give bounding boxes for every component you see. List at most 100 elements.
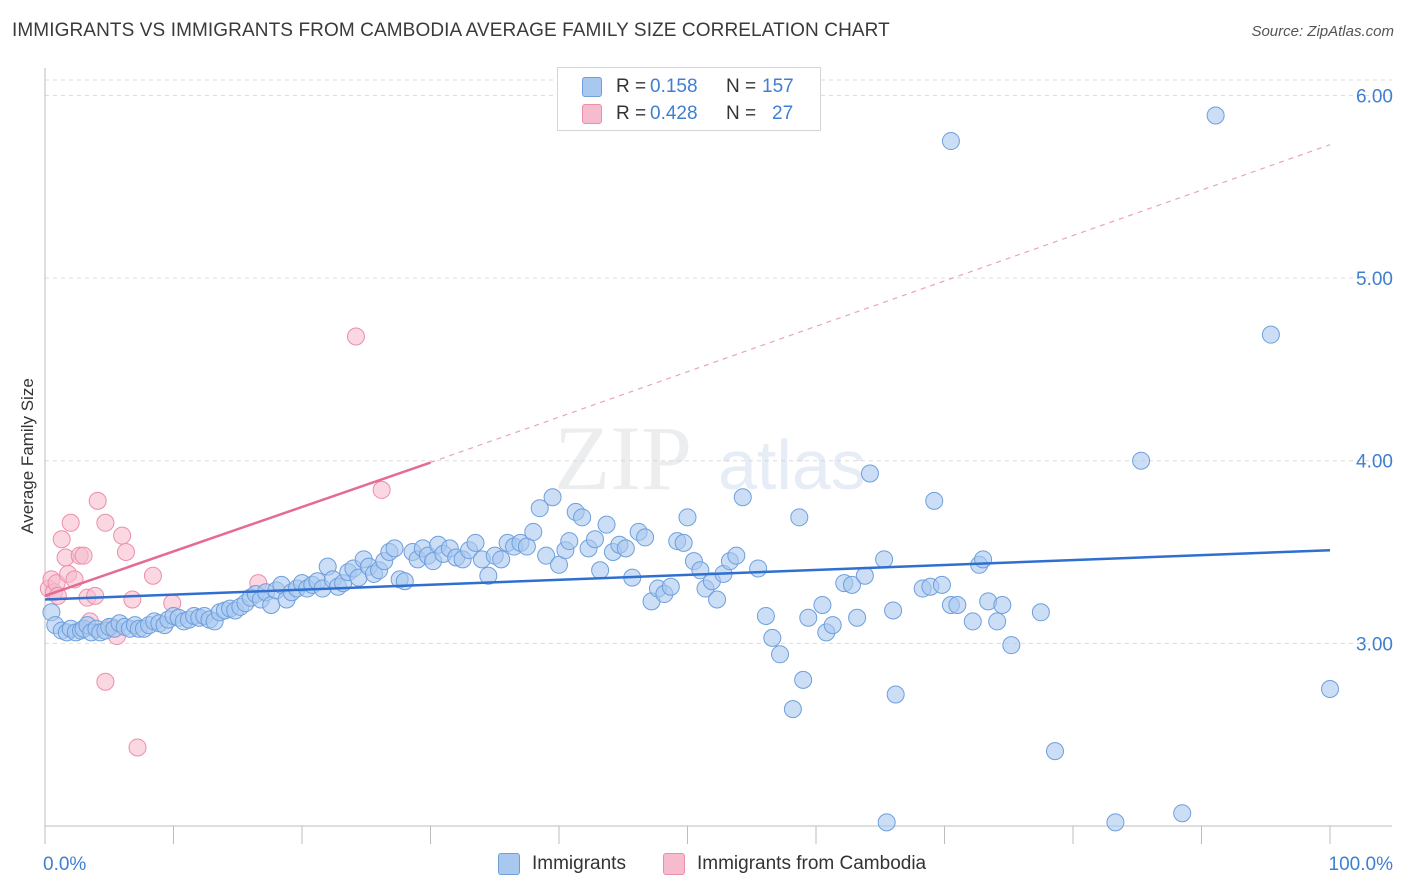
cambodia-points bbox=[39, 327, 391, 757]
cambodia-point bbox=[346, 327, 365, 346]
immigrants-point bbox=[1261, 325, 1280, 344]
legend-label-cambodia: Immigrants from Cambodia bbox=[697, 853, 927, 874]
immigrants-point bbox=[771, 645, 790, 664]
immigrants-points bbox=[42, 106, 1339, 832]
immigrants-point bbox=[678, 508, 697, 527]
legend-label-immigrants: Immigrants bbox=[532, 853, 626, 874]
r-value: 0.428 bbox=[650, 103, 698, 124]
cambodia-point bbox=[96, 672, 115, 691]
immigrants-point bbox=[948, 595, 967, 614]
r-label: R = bbox=[616, 76, 647, 97]
n-value: 27 bbox=[772, 103, 794, 124]
axes bbox=[44, 68, 1392, 844]
immigrants-point bbox=[636, 528, 655, 547]
cambodia-point bbox=[52, 530, 71, 549]
immigrants-point bbox=[479, 566, 498, 585]
y-tick-label: 6.00 bbox=[1356, 86, 1393, 107]
chart-title: IMMIGRANTS VS IMMIGRANTS FROM CAMBODIA A… bbox=[12, 20, 890, 41]
grid-lines bbox=[45, 79, 1392, 644]
immigrants-point bbox=[842, 575, 861, 594]
n-label: N = bbox=[726, 103, 757, 124]
immigrants-point bbox=[877, 813, 896, 832]
cambodia-point bbox=[113, 526, 132, 545]
cambodia-point bbox=[128, 738, 147, 757]
stats-legend-box: R = 0.158 N = 157 R = 0.428 N = 27 bbox=[557, 67, 821, 131]
cambodia-trend-extension bbox=[430, 144, 1331, 464]
cambodia-point bbox=[116, 543, 135, 562]
immigrants-point bbox=[886, 685, 905, 704]
immigrants-point bbox=[530, 499, 549, 518]
immigrants-point bbox=[727, 546, 746, 565]
immigrants-point bbox=[783, 700, 802, 719]
immigrants-point bbox=[733, 488, 752, 507]
immigrants-point bbox=[799, 608, 818, 627]
immigrants-point bbox=[661, 577, 680, 596]
immigrants-point bbox=[790, 508, 809, 527]
immigrants-point bbox=[860, 464, 879, 483]
immigrants-point bbox=[1106, 813, 1125, 832]
y-tick-label: 3.00 bbox=[1356, 634, 1393, 655]
immigrants-point bbox=[941, 132, 960, 151]
legend-item-cambodia: Immigrants from Cambodia bbox=[663, 852, 926, 876]
stats-swatch-immigrants bbox=[582, 77, 602, 97]
immigrants-point bbox=[823, 616, 842, 635]
cambodia-point bbox=[74, 546, 93, 565]
immigrants-point bbox=[573, 508, 592, 527]
immigrants-point bbox=[932, 575, 951, 594]
immigrants-point bbox=[585, 530, 604, 549]
legend-item-immigrants: Immigrants bbox=[498, 852, 626, 876]
immigrants-point bbox=[756, 606, 775, 625]
stats-swatch-cambodia bbox=[582, 104, 602, 124]
immigrants-point bbox=[794, 670, 813, 689]
immigrants-point bbox=[543, 488, 562, 507]
x-tick-label: 0.0% bbox=[43, 854, 86, 875]
immigrants-point bbox=[848, 608, 867, 627]
immigrants-point bbox=[466, 533, 485, 552]
immigrants-point bbox=[925, 491, 944, 510]
immigrants-point bbox=[597, 515, 616, 534]
cambodia-point bbox=[123, 590, 142, 609]
cambodia-point bbox=[61, 513, 80, 532]
cambodia-point bbox=[88, 491, 107, 510]
n-value: 157 bbox=[762, 76, 794, 97]
watermark: ZIP atlas bbox=[554, 407, 866, 509]
cambodia-point bbox=[143, 566, 162, 585]
immigrants-point bbox=[1031, 603, 1050, 622]
r-value: 0.158 bbox=[650, 76, 698, 97]
immigrants-point bbox=[884, 601, 903, 620]
immigrants-point bbox=[1046, 742, 1065, 761]
immigrants-point bbox=[591, 561, 610, 580]
immigrants-point bbox=[763, 628, 782, 647]
immigrants-point bbox=[537, 546, 556, 565]
immigrants-point bbox=[749, 559, 768, 578]
immigrants-point bbox=[974, 550, 993, 569]
n-label: N = bbox=[726, 76, 757, 97]
immigrants-trend-line bbox=[44, 548, 1331, 601]
legend-swatch-immigrants bbox=[498, 853, 520, 875]
immigrants-point bbox=[1002, 636, 1021, 655]
cambodia-point bbox=[96, 513, 115, 532]
immigrants-point bbox=[560, 532, 579, 551]
immigrants-point bbox=[988, 612, 1007, 631]
immigrants-point bbox=[875, 550, 894, 569]
source-label: Source: ZipAtlas.com bbox=[1251, 23, 1394, 40]
tick-labels: 3.00 4.00 5.00 6.00 0.0% 100.0% bbox=[43, 86, 1393, 875]
immigrants-point bbox=[993, 595, 1012, 614]
immigrants-point bbox=[708, 590, 727, 609]
immigrants-point bbox=[1173, 804, 1192, 823]
immigrants-point bbox=[1206, 106, 1225, 125]
trend-lines bbox=[44, 144, 1331, 601]
immigrants-point bbox=[616, 539, 635, 558]
cambodia-point bbox=[86, 586, 105, 605]
x-tick-label: 100.0% bbox=[1329, 854, 1394, 875]
watermark-zip: ZIP bbox=[554, 407, 692, 509]
immigrants-point bbox=[395, 572, 414, 591]
immigrants-point bbox=[524, 522, 543, 541]
immigrants-point bbox=[385, 539, 404, 558]
immigrants-point bbox=[1132, 451, 1151, 470]
immigrants-point bbox=[855, 566, 874, 585]
immigrants-point bbox=[492, 550, 511, 569]
cambodia-point bbox=[372, 480, 391, 499]
immigrants-point bbox=[1321, 680, 1339, 699]
immigrants-point bbox=[963, 612, 982, 631]
